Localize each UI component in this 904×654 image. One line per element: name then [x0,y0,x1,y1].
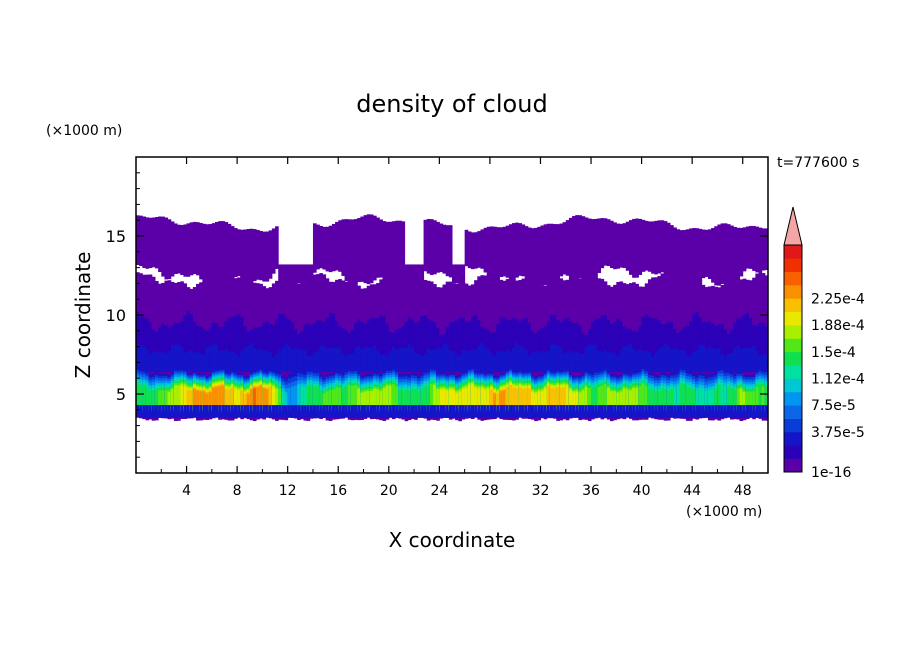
x-tick-label: 48 [734,483,752,499]
colorbar-swatch [784,378,802,393]
x-tick-label: 28 [481,483,499,499]
x-tick-label: 16 [329,483,347,499]
colorbar-swatch [784,338,802,353]
x-tick-label: 40 [633,483,651,499]
colorbar-label: 1.88e-4 [811,318,865,334]
x-tick-label: 32 [532,483,550,499]
x-tick-label: 8 [233,483,242,499]
colorbar-label: 3.75e-5 [811,425,865,441]
x-tick-label: 44 [683,483,701,499]
colorbar-swatch [784,431,802,446]
cloud-density-field [136,214,768,422]
colorbar-swatch [784,285,802,299]
colorbar-swatch [784,405,802,419]
y-axis-label: Z coordinate [71,252,95,379]
x-unit-label: (×1000 m) [686,504,762,520]
x-tick-label: 4 [182,483,191,499]
colorbar-label: 1e-16 [811,465,851,481]
chart-title: density of cloud [356,90,547,118]
x-tick-label: 36 [582,483,600,499]
colorbar-frame [783,244,803,473]
x-tick-label: 24 [430,483,448,499]
colorbar-swatch [784,311,802,326]
x-tick-label: 20 [380,483,398,499]
x-axis-ticks: 4 8 12 16 20 24 28 32 36 40 44 48 [160,157,752,499]
time-label: t=777600 s [777,155,859,171]
colorbar-overflow-triangle [783,206,803,246]
colorbar-label: 7.5e-5 [811,398,856,414]
colorbar-swatch [784,271,802,286]
colorbar-swatch [784,365,802,379]
colorbar-swatch [784,325,802,339]
colorbar-swatch [784,298,802,313]
y-tick-label: 5 [116,385,126,404]
x-tick-label: 12 [279,483,297,499]
y-unit-label: (×1000 m) [46,123,122,139]
y-axis-ticks: 5 10 15 [106,172,768,458]
colorbar: 1e-16 3.75e-5 7.5e-5 1.12e-4 1.5e-4 1.88e-4 2.… [783,206,865,481]
x-axis-label: X coordinate [389,528,516,552]
y-tick-label: 10 [106,306,126,325]
colorbar-label: 1.12e-4 [811,372,865,388]
colorbar-swatch [784,245,802,259]
colorbar-swatch [784,458,802,473]
colorbar-swatch [784,258,802,273]
colorbar-swatch [784,391,802,406]
colorbar-label: 1.5e-4 [811,345,856,361]
colorbar-label: 2.25e-4 [811,291,865,307]
colorbar-swatch [784,418,802,433]
colorbar-swatch [784,445,802,459]
colorbar-swatch [784,351,802,366]
y-tick-label: 15 [106,227,126,246]
